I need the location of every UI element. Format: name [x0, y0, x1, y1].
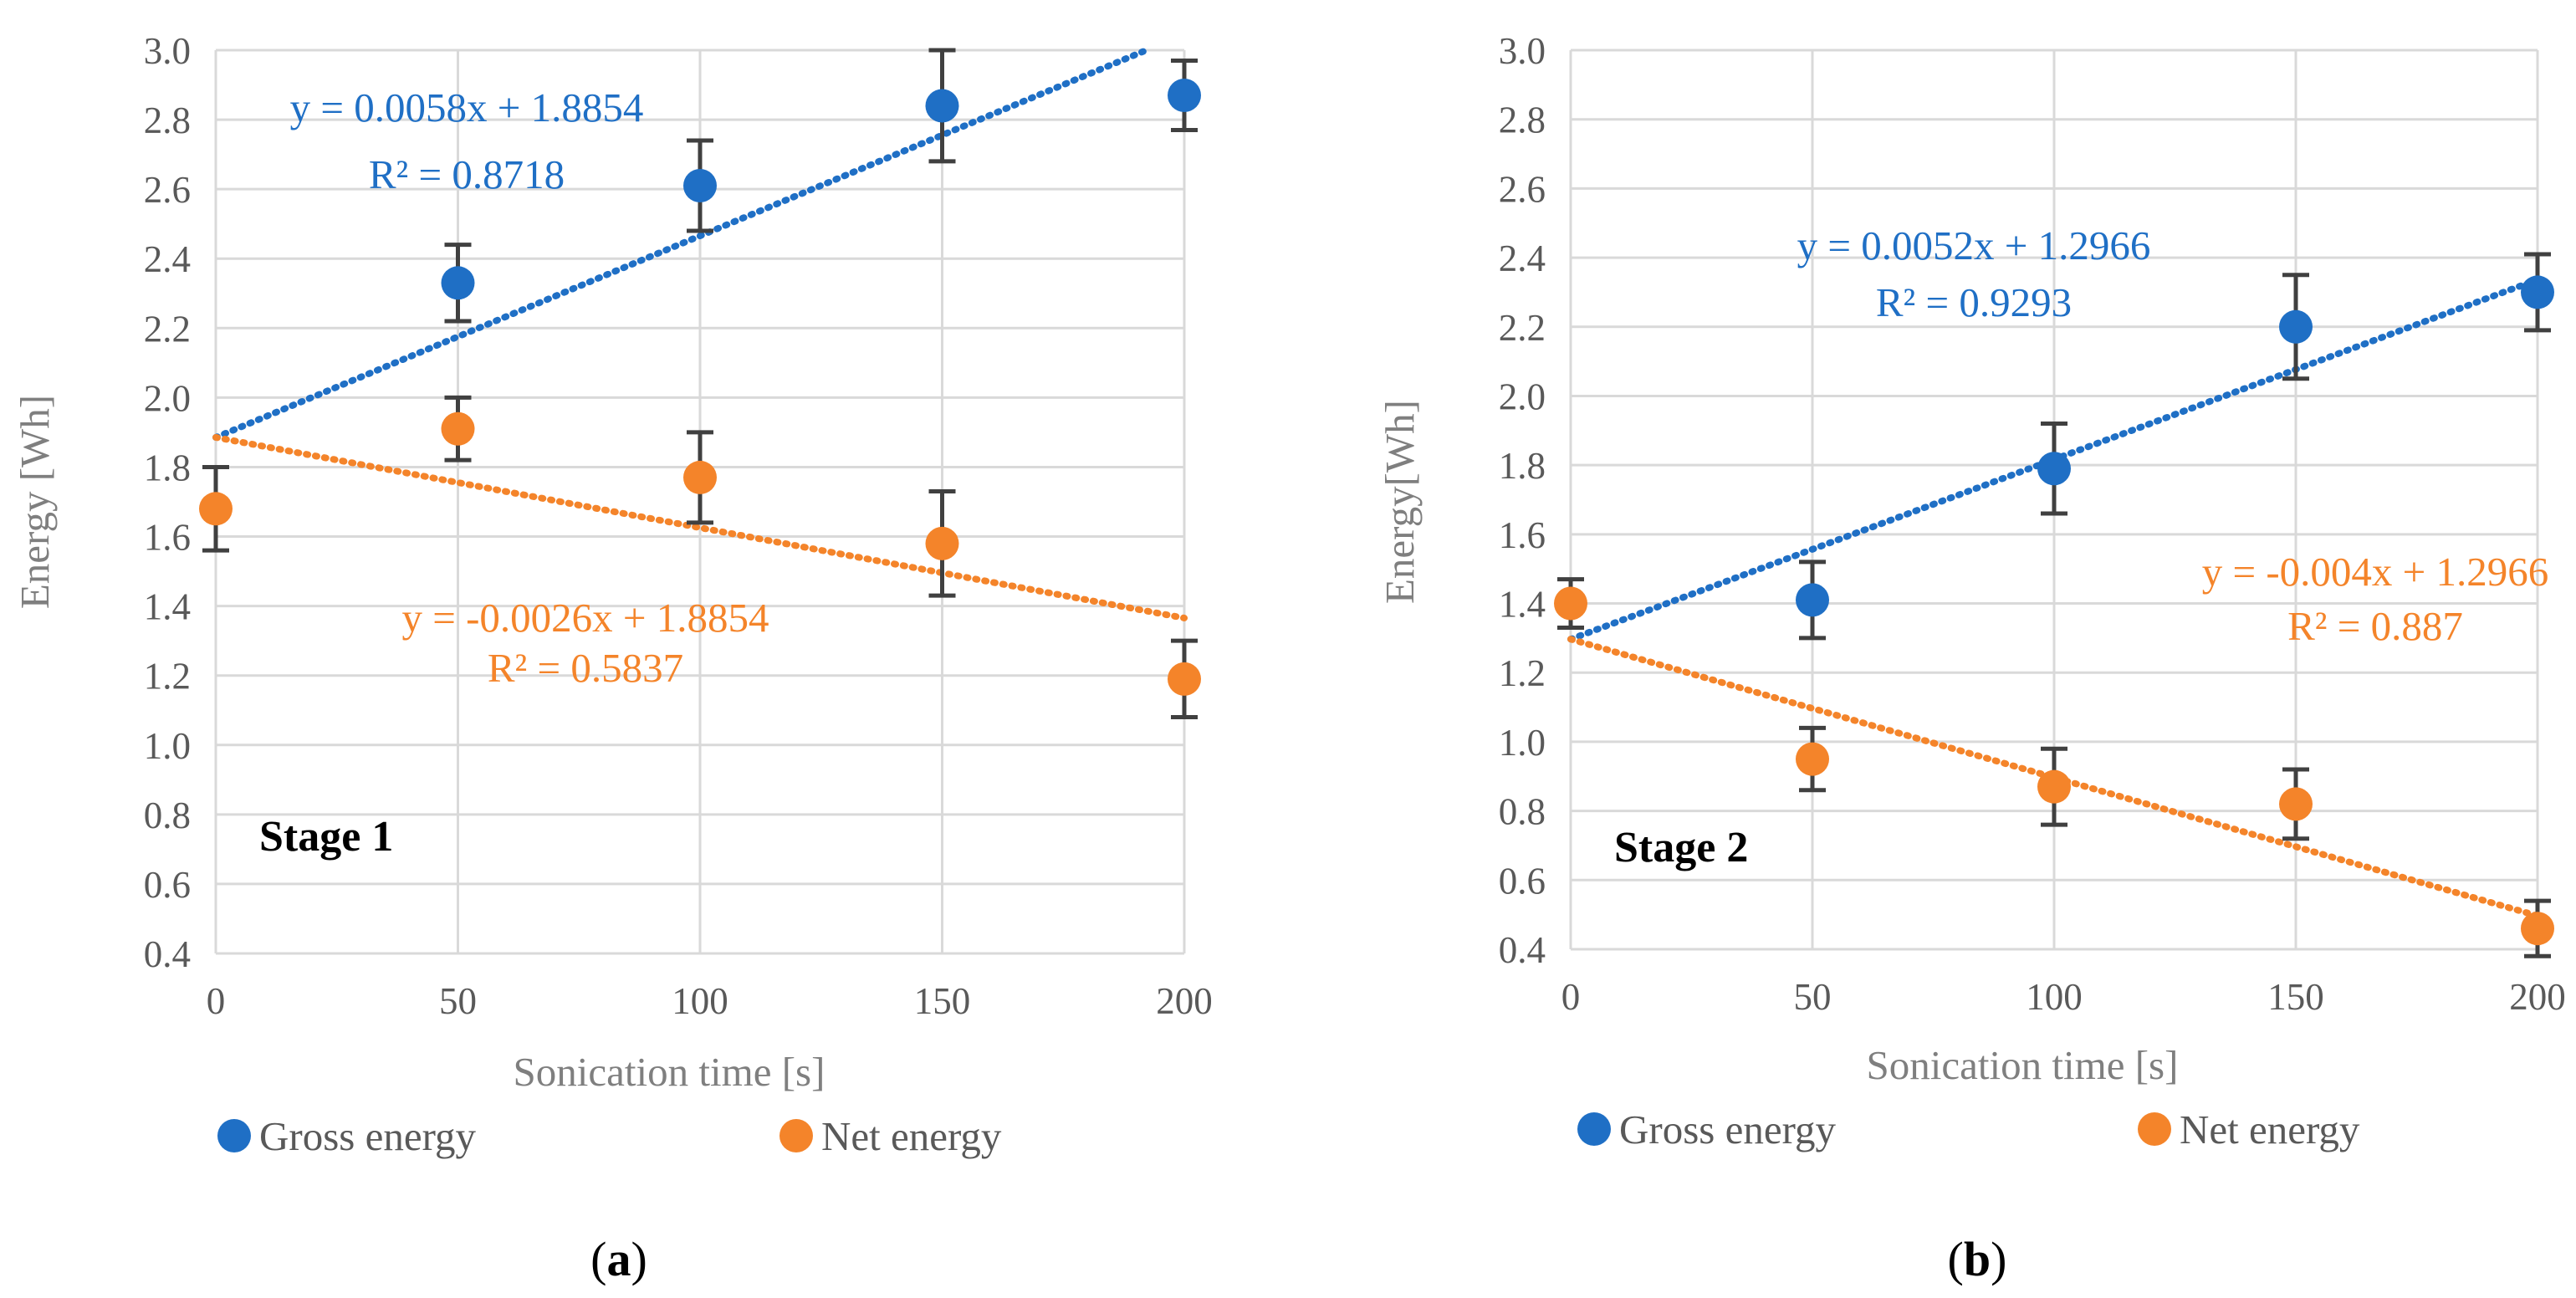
gross-energy-trend-equation: y = 0.0058x + 1.8854 [290, 84, 644, 130]
legend-label: Gross energy [1619, 1106, 1837, 1152]
y-tick-label: 1.4 [144, 586, 191, 628]
net-energy-point [683, 460, 717, 494]
y-tick-label: 1.0 [1499, 722, 1546, 764]
legend: Gross energy Net energy [217, 1113, 1002, 1159]
net-energy-trend-r2: R² = 0.887 [2287, 603, 2463, 649]
y-tick-label: 3.0 [1499, 30, 1546, 72]
legend-marker [779, 1119, 813, 1152]
legend-label: Gross energy [259, 1113, 477, 1159]
y-axis-title: Energy [Wh] [12, 395, 58, 609]
y-tick-label: 2.2 [1499, 307, 1546, 349]
x-tick-label: 200 [2509, 976, 2566, 1018]
y-tick-label: 1.8 [144, 447, 191, 488]
y-tick-label: 0.6 [144, 864, 191, 906]
gross-energy-point [441, 266, 475, 300]
gross-energy-point [925, 89, 959, 123]
x-tick-label: 0 [1561, 976, 1581, 1018]
net-energy-point [2521, 912, 2554, 946]
legend-item-net-energy: Net energy [779, 1113, 1002, 1159]
legend-item-net-energy: Net energy [2138, 1106, 2360, 1152]
net-energy-trend-equation: y = -0.004x + 1.2966 [2202, 549, 2549, 595]
chart-panel-a: 0.4 0.6 0.8 1.0 1.2 1.4 1.6 1.8 2.0 2.2 2.4 2.6 2.8 3… [12, 30, 1213, 1286]
net-energy-point [1796, 742, 1829, 776]
x-tick-label: 0 [207, 980, 226, 1022]
gross-energy-point [2279, 309, 2313, 344]
x-axis-title: Sonication time [s] [514, 1049, 825, 1095]
y-tick-label: 0.4 [1499, 929, 1546, 971]
net-energy-point [441, 411, 475, 446]
net-energy-trend-equation: y = -0.0026x + 1.8854 [401, 595, 769, 641]
x-tick-label: 50 [439, 980, 477, 1022]
y-tick-label: 2.8 [1499, 100, 1546, 141]
legend-label: Net energy [2180, 1106, 2360, 1152]
gross-energy-point [683, 169, 717, 202]
y-tick-label: 2.6 [1499, 168, 1546, 210]
x-tick-label: 50 [1794, 976, 1832, 1018]
x-axis-title: Sonication time [s] [1867, 1042, 2179, 1088]
net-energy-point [2037, 769, 2071, 804]
legend: Gross energy Net energy [1577, 1106, 2360, 1152]
net-energy-trend-r2: R² = 0.5837 [488, 645, 683, 691]
y-tick-label: 0.6 [1499, 860, 1546, 902]
y-tick-label: 2.0 [1499, 376, 1546, 417]
gross-energy-trendline [212, 47, 1150, 441]
y-tick-label: 2.6 [144, 169, 191, 211]
x-tick-label: 100 [2026, 976, 2083, 1018]
y-tick-label: 0.8 [1499, 791, 1546, 833]
gross-energy-point [1168, 79, 1201, 112]
y-tick-label: 2.0 [144, 377, 191, 419]
gross-energy-point [2521, 275, 2554, 309]
panel-label: (b) [1948, 1232, 2007, 1286]
stage-label: Stage 1 [259, 813, 393, 861]
net-energy-point [1168, 662, 1201, 696]
legend-marker [2138, 1112, 2171, 1146]
y-tick-label: 0.8 [144, 795, 191, 836]
y-tick-label: 1.4 [1499, 584, 1546, 626]
legend-item-gross-energy: Gross energy [1577, 1106, 1837, 1152]
x-tick-label: 150 [2267, 976, 2324, 1018]
chart-panel-b: 0.4 0.6 0.8 1.0 1.2 1.4 1.6 1.8 2.0 2.2 2.4 2.6 2.8 3… [1377, 30, 2566, 1286]
y-tick-label: 0.4 [144, 933, 191, 975]
y-tick-label: 1.8 [1499, 445, 1546, 487]
stage-label: Stage 2 [1614, 824, 1748, 871]
gross-energy-trend-equation: y = 0.0052x + 1.2966 [1797, 222, 2151, 268]
net-energy-point [1554, 586, 1587, 621]
panel-label: (a) [590, 1232, 647, 1286]
y-tick-label: 2.8 [144, 100, 191, 141]
x-tick-label: 100 [672, 980, 728, 1022]
y-tick-label: 2.4 [144, 238, 191, 280]
legend-label: Net energy [821, 1113, 1002, 1159]
legend-marker [217, 1119, 251, 1152]
legend-item-gross-energy: Gross energy [217, 1113, 477, 1159]
net-energy-point [925, 526, 959, 560]
y-tick-label: 2.4 [1499, 238, 1546, 279]
gross-energy-trend-r2: R² = 0.8718 [369, 151, 565, 197]
x-tick-label: 150 [914, 980, 971, 1022]
y-tick-label: 1.2 [144, 656, 191, 698]
y-tick-label: 1.6 [144, 517, 191, 559]
gross-energy-trend-r2: R² = 0.9293 [1876, 279, 2072, 325]
y-tick-label: 1.0 [144, 725, 191, 767]
y-tick-label: 3.0 [144, 30, 191, 72]
gross-energy-point [2037, 452, 2071, 486]
net-energy-point [199, 492, 233, 526]
y-axis-title: Energy[Wh] [1377, 400, 1423, 604]
gross-energy-point [1796, 583, 1829, 617]
y-tick-label: 2.2 [144, 308, 191, 350]
y-tick-label: 1.6 [1499, 514, 1546, 556]
legend-marker [1577, 1112, 1611, 1146]
net-energy-point [2279, 787, 2313, 821]
x-tick-label: 200 [1156, 980, 1213, 1022]
net-energy-trendline [212, 433, 1188, 621]
y-tick-label: 1.2 [1499, 652, 1546, 694]
